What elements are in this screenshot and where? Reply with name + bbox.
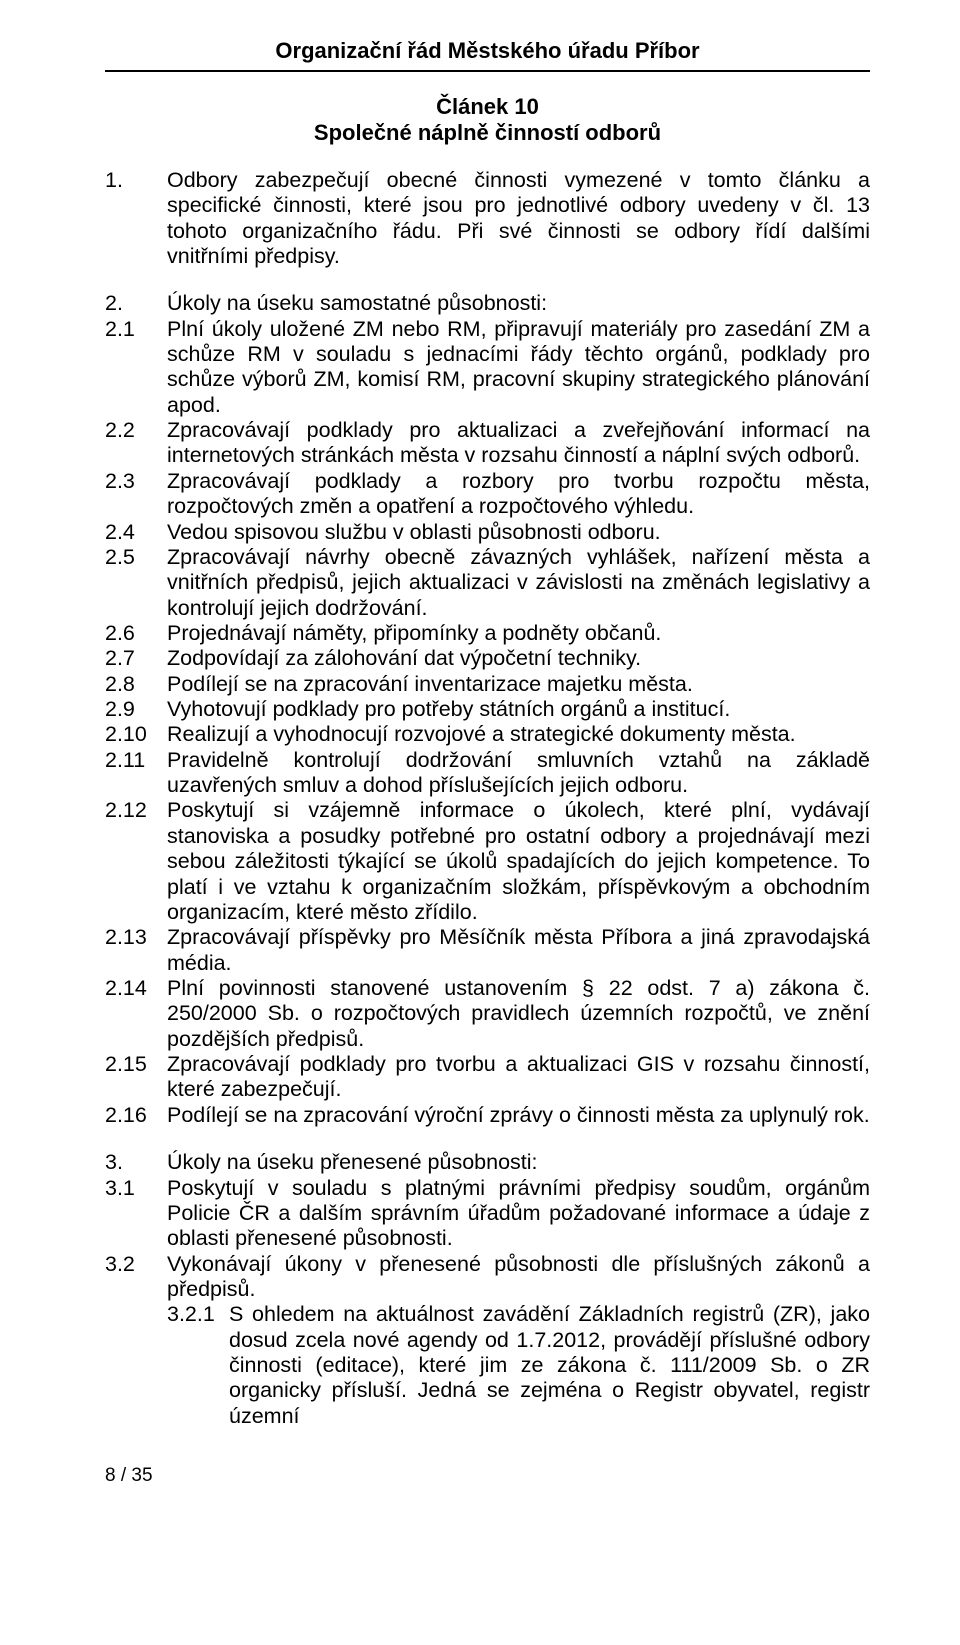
list-text: Zpracovávají podklady pro aktualizaci a … xyxy=(167,418,870,469)
list-number: 2.3 xyxy=(105,469,167,520)
list-number: 2.15 xyxy=(105,1052,167,1103)
section-title: Úkoly na úseku přenesené působnosti: xyxy=(167,1150,870,1175)
article-number: Článek 10 xyxy=(105,94,870,120)
header-rule xyxy=(105,70,870,72)
list-text: Zodpovídají za zálohování dat výpočetní … xyxy=(167,646,870,671)
list-item: 2.3Zpracovávají podklady a rozbory pro t… xyxy=(105,469,870,520)
subitem-3-2-1: 3.2.1 S ohledem na aktuálnost zavádění Z… xyxy=(105,1302,870,1429)
section-3-heading: 3. Úkoly na úseku přenesené působnosti: xyxy=(105,1150,870,1175)
list-item: 2.8Podílejí se na zpracování inventariza… xyxy=(105,672,870,697)
list-item: 2.4Vedou spisovou službu v oblasti působ… xyxy=(105,520,870,545)
list-text: Vykonávají úkony v přenesené působnosti … xyxy=(167,1252,870,1303)
list-item: 2.1Plní úkoly uložené ZM nebo RM, připra… xyxy=(105,317,870,418)
list-text: Vedou spisovou službu v oblasti působnos… xyxy=(167,520,870,545)
list-item: 2.16Podílejí se na zpracování výroční zp… xyxy=(105,1103,870,1128)
list-number: 2.10 xyxy=(105,722,167,747)
list-number: 2.1 xyxy=(105,317,167,418)
list-number: 2.14 xyxy=(105,976,167,1052)
list-number: 2.5 xyxy=(105,545,167,621)
list-item: 3.1Poskytují v souladu s platnými právní… xyxy=(105,1176,870,1252)
list-item: 2.2Zpracovávají podklady pro aktualizaci… xyxy=(105,418,870,469)
list-text: Zpracovávají podklady pro tvorbu a aktua… xyxy=(167,1052,870,1103)
list-item: 3.2Vykonávají úkony v přenesené působnos… xyxy=(105,1252,870,1303)
list-item: 2.12Poskytují si vzájemně informace o úk… xyxy=(105,798,870,925)
list-text: Zpracovávají návrhy obecně závazných vyh… xyxy=(167,545,870,621)
list-text: Podílejí se na zpracování inventarizace … xyxy=(167,672,870,697)
list-item: 2.14Plní povinnosti stanovené ustanovení… xyxy=(105,976,870,1052)
paragraph-number: 1. xyxy=(105,168,167,269)
list-number: 2.16 xyxy=(105,1103,167,1128)
list-text: Pravidelně kontrolují dodržování smluvní… xyxy=(167,748,870,799)
list-number: 2.11 xyxy=(105,748,167,799)
list-number: 3.2 xyxy=(105,1252,167,1303)
list-text: Projednávají náměty, připomínky a podnět… xyxy=(167,621,870,646)
list-text: Realizují a vyhodnocují rozvojové a stra… xyxy=(167,722,870,747)
list-number: 3.1 xyxy=(105,1176,167,1252)
article-title: Společné náplně činností odborů xyxy=(105,120,870,146)
list-text: Zpracovávají podklady a rozbory pro tvor… xyxy=(167,469,870,520)
list-text: Zpracovávají příspěvky pro Měsíčník měst… xyxy=(167,925,870,976)
list-text: Poskytují v souladu s platnými právními … xyxy=(167,1176,870,1252)
list-text: S ohledem na aktuálnost zavádění Základn… xyxy=(229,1302,870,1429)
list-number: 2.6 xyxy=(105,621,167,646)
list-number: 2.7 xyxy=(105,646,167,671)
list-item: 2.9Vyhotovují podklady pro potřeby státn… xyxy=(105,697,870,722)
list-text: Plní povinnosti stanovené ustanovením § … xyxy=(167,976,870,1052)
section-number: 2. xyxy=(105,291,167,316)
list-item: 2.7Zodpovídají za zálohování dat výpočet… xyxy=(105,646,870,671)
document-page: Organizační řád Městského úřadu Příbor Č… xyxy=(0,0,960,1528)
document-header: Organizační řád Městského úřadu Příbor xyxy=(105,38,870,64)
paragraph-text: Odbory zabezpečují obecné činnosti vymez… xyxy=(167,168,870,269)
list-item: 2.13Zpracovávají příspěvky pro Měsíčník … xyxy=(105,925,870,976)
list-item: 2.11Pravidelně kontrolují dodržování sml… xyxy=(105,748,870,799)
list-item: 2.6Projednávají náměty, připomínky a pod… xyxy=(105,621,870,646)
section-number: 3. xyxy=(105,1150,167,1175)
list-number: 2.4 xyxy=(105,520,167,545)
list-number: 2.2 xyxy=(105,418,167,469)
list-text: Plní úkoly uložené ZM nebo RM, připravuj… xyxy=(167,317,870,418)
section-title: Úkoly na úseku samostatné působnosti: xyxy=(167,291,870,316)
list-text: Podílejí se na zpracování výroční zprávy… xyxy=(167,1103,870,1128)
list-item: 2.15Zpracovávají podklady pro tvorbu a a… xyxy=(105,1052,870,1103)
list-number: 2.13 xyxy=(105,925,167,976)
page-footer: 8 / 35 xyxy=(105,1465,870,1487)
list-item: 2.10Realizují a vyhodnocují rozvojové a … xyxy=(105,722,870,747)
list-text: Poskytují si vzájemně informace o úkolec… xyxy=(167,798,870,925)
list-number: 2.8 xyxy=(105,672,167,697)
section-2-heading: 2. Úkoly na úseku samostatné působnosti: xyxy=(105,291,870,316)
list-number: 3.2.1 xyxy=(167,1302,229,1429)
list-item: 2.5Zpracovávají návrhy obecně závazných … xyxy=(105,545,870,621)
list-number: 2.12 xyxy=(105,798,167,925)
list-text: Vyhotovují podklady pro potřeby státních… xyxy=(167,697,870,722)
list-number: 2.9 xyxy=(105,697,167,722)
paragraph-1: 1. Odbory zabezpečují obecné činnosti vy… xyxy=(105,168,870,269)
